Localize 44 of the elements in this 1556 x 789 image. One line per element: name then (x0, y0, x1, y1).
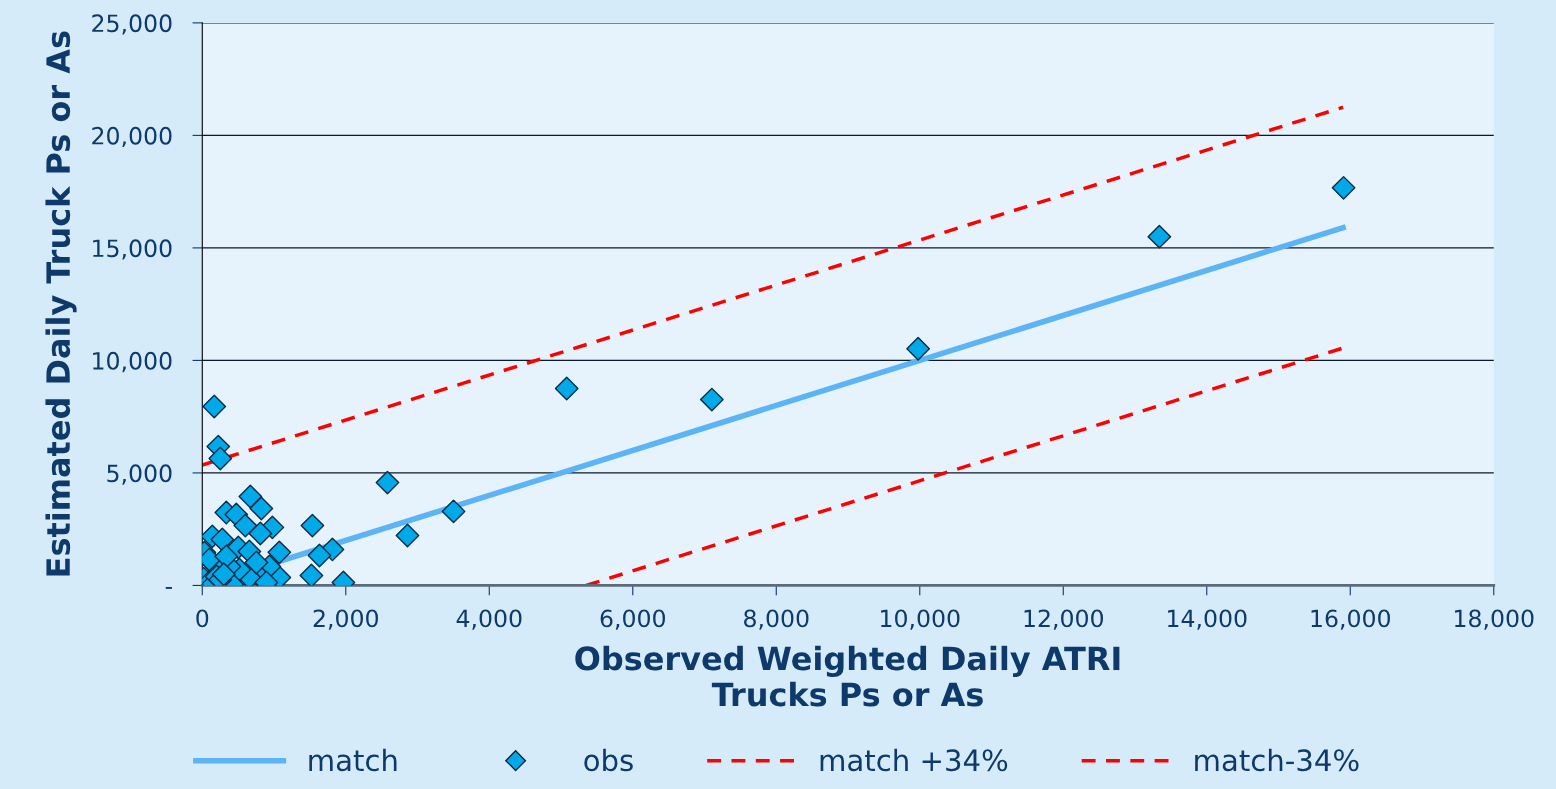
point (299, 563, 324, 586)
point (1331, 175, 1356, 200)
point (244, 550, 269, 575)
point (238, 484, 263, 509)
x-tick-label: 16,000 (1311, 609, 1390, 630)
legend-label: obs (584, 748, 633, 772)
point (210, 527, 235, 552)
x-axis-title: Observed Weighted Daily ATRI Trucks Ps or As (575, 645, 1120, 707)
x-tick-label: 18,000 (1455, 609, 1534, 630)
point (300, 513, 325, 538)
point (395, 523, 420, 548)
x-tick-label: 12,000 (1024, 609, 1104, 630)
y-tick-label: 25,000 (92, 14, 172, 35)
point (211, 562, 236, 586)
legend-label: match-34% (1195, 748, 1359, 772)
point (441, 499, 466, 524)
x-tick-label: 10,000 (881, 609, 960, 630)
point (375, 470, 400, 495)
point (208, 446, 233, 471)
point (214, 544, 239, 569)
point (699, 387, 724, 412)
x-tick-label: 4,000 (456, 609, 522, 630)
point (906, 336, 931, 361)
y-tick-label: 10,000 (93, 351, 172, 373)
point (267, 540, 292, 565)
x-tick-label: 6,000 (600, 609, 665, 630)
y-tick-label: - (165, 587, 172, 589)
legend-label: match (309, 748, 397, 772)
point (248, 521, 273, 546)
point (249, 496, 274, 521)
y-tick-label: 15,000 (93, 239, 172, 260)
x-tick-label: 2,000 (313, 609, 379, 630)
y-axis-title: Estimated Daily Truck Ps or As (45, 31, 77, 576)
point (1147, 224, 1172, 249)
x-tick-label: 8,000 (744, 609, 809, 630)
point (233, 513, 258, 538)
point (307, 543, 332, 568)
y-tick-label: 5,000 (107, 464, 172, 485)
legend-label: match +34% (820, 748, 1008, 772)
x-tick-label: 0 (196, 609, 209, 628)
x-tick-label: 14,000 (1168, 609, 1247, 630)
point (554, 376, 579, 401)
point (202, 394, 227, 419)
y-tick-label: 20,000 (92, 126, 172, 148)
